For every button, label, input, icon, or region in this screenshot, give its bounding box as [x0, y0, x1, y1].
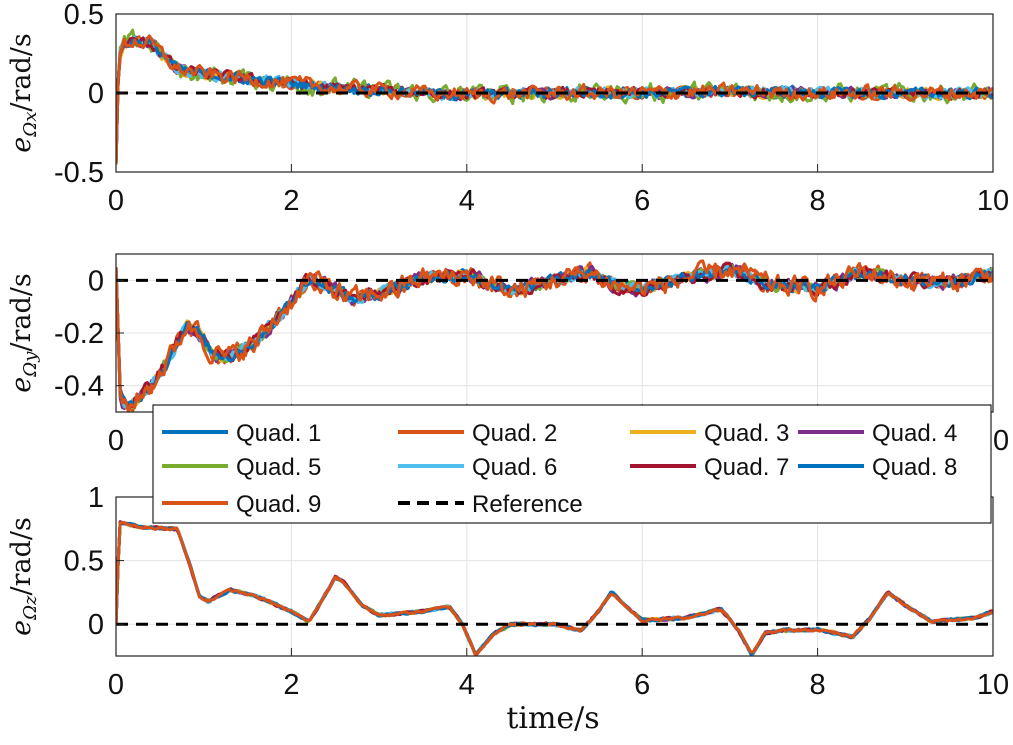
legend-label: Quad. 5 [236, 454, 321, 481]
x-tick-label: 10 [977, 669, 1009, 701]
y-tick-label: 0.5 [64, 0, 104, 31]
y-axis-label: eΩx/rad/s [6, 33, 41, 152]
y-tick-label: -0.5 [54, 157, 104, 189]
x-tick-label: 4 [459, 185, 475, 217]
y-tick-label: 0.5 [64, 546, 104, 578]
series-line-quad-9 [116, 259, 993, 412]
series-line-quad-9 [116, 34, 993, 165]
x-axis-label: time/s [506, 701, 599, 736]
series-line-quad-9 [116, 520, 993, 656]
y-axis-label: eΩz/rad/s [6, 517, 41, 636]
series-group [116, 520, 993, 656]
y-tick-label: 1 [88, 482, 104, 514]
y-tick-label: -0.4 [54, 371, 104, 403]
legend-label: Quad. 1 [236, 420, 321, 447]
x-tick-label: 8 [810, 669, 826, 701]
legend-label: Quad. 4 [872, 420, 957, 447]
series-group [116, 259, 993, 412]
y-tick-label: 0 [88, 78, 104, 110]
x-tick-label: 0 [108, 669, 124, 701]
legend-label: Quad. 8 [872, 454, 957, 481]
legend-label: Quad. 2 [472, 420, 557, 447]
x-tick-label: 0 [108, 185, 124, 217]
legend-label: Quad. 6 [472, 454, 557, 481]
y-tick-label: 0 [88, 265, 104, 297]
x-tick-label: 6 [634, 185, 650, 217]
x-tick-label: 6 [634, 669, 650, 701]
x-tick-label: 8 [810, 185, 826, 217]
y-tick-label: 0 [88, 609, 104, 641]
x-tick-label: 2 [283, 185, 299, 217]
y-axis-label: eΩy/rad/s [6, 273, 41, 392]
y-tick-label: -0.2 [54, 318, 104, 350]
series-group [116, 28, 993, 165]
x-tick-label: 0 [108, 425, 124, 457]
legend: Quad. 1 Quad. 2 Quad. 3 Quad. 4 Quad. 5 Quad.… [152, 404, 992, 524]
x-tick-label: 10 [977, 185, 1009, 217]
legend-label: Quad. 3 [704, 420, 789, 447]
legend-label: Quad. 9 [236, 491, 321, 518]
x-tick-label: 2 [283, 669, 299, 701]
legend-label: Quad. 7 [704, 454, 789, 481]
legend-label: Reference [472, 491, 583, 518]
x-tick-label: 4 [459, 669, 475, 701]
